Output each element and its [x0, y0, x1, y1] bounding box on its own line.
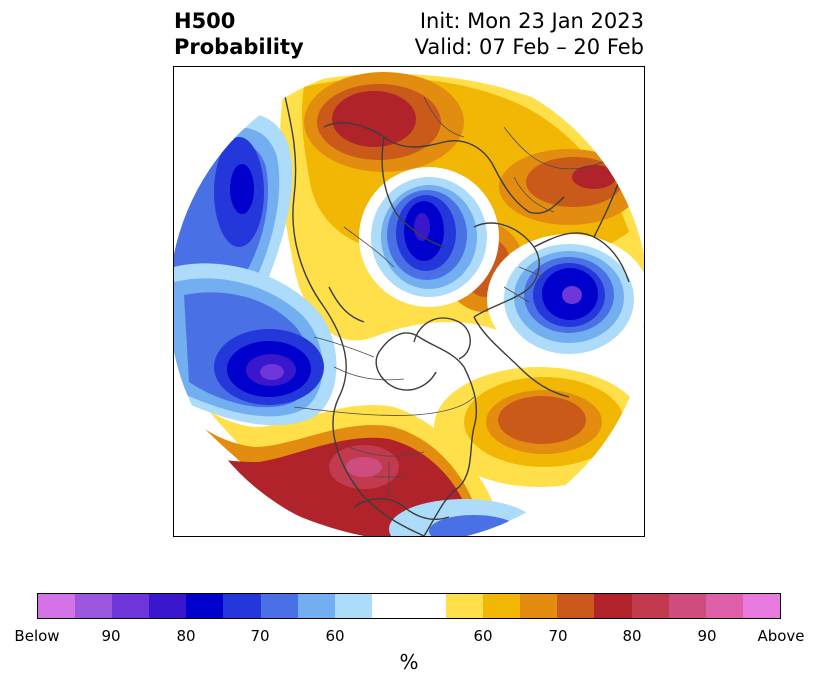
colorbar-above-segment	[520, 594, 558, 618]
map-title-left: H500 Probability	[174, 8, 304, 60]
colorbar-tick-label: 70	[250, 627, 270, 645]
eastern-pacific-below-anomaly	[174, 263, 337, 426]
colorbar-below-segment	[334, 594, 372, 618]
colorbar-tick-label: 60	[473, 627, 493, 645]
colorbar-below-segment	[260, 594, 298, 618]
colorbar-above-segment	[742, 594, 780, 618]
colorbar-below-segment	[297, 594, 335, 618]
siberia-above-anomaly	[304, 72, 464, 172]
colorbar-above-segment	[668, 594, 706, 618]
arctic-below-anomaly	[371, 177, 487, 297]
colorbar-below-segment	[75, 594, 113, 618]
colorbar	[37, 593, 781, 619]
colorbar-tick-label: 80	[176, 627, 196, 645]
europe-above-anomaly	[499, 149, 639, 225]
colorbar-neutral-segment	[371, 594, 447, 618]
atlantic-below-anomaly	[487, 234, 644, 364]
colorbar-tick-labels: Below 90 80 70 60 60 70 80 90 Above	[0, 627, 819, 647]
colorbar-tick-label: 90	[101, 627, 121, 645]
title-product: Probability	[174, 35, 304, 59]
borders	[293, 96, 615, 497]
map-title-right: Init: Mon 23 Jan 2023 Valid: 07 Feb – 20…	[415, 8, 644, 60]
colorbar-above-segment	[631, 594, 669, 618]
north-atlantic-above-anomaly	[434, 367, 644, 487]
colorbar-tick-label: Below	[14, 627, 60, 645]
colorbar-above-segment	[446, 594, 484, 618]
colorbar-below-segment	[112, 594, 150, 618]
colorbar-above-segment	[483, 594, 521, 618]
colorbar-below-segment	[186, 594, 224, 618]
colorbar-below-segment	[223, 594, 261, 618]
title-init-date: Init: Mon 23 Jan 2023	[419, 9, 644, 33]
colorbar-tick-label: 70	[548, 627, 568, 645]
caribbean-below-anomaly	[389, 499, 539, 536]
colorbar-tick-label: Above	[757, 627, 805, 645]
colorbar-above-segment	[705, 594, 743, 618]
colorbar-unit-label: %	[399, 650, 419, 674]
colorbar-above-segment	[594, 594, 632, 618]
colorbar-below-segment	[38, 594, 76, 618]
title-valid-range: Valid: 07 Feb – 20 Feb	[414, 35, 644, 59]
usa-above-anomaly	[174, 367, 504, 536]
title-variable: H500	[174, 9, 236, 33]
colorbar-tick-label: 80	[622, 627, 642, 645]
colorbar-above-segment	[557, 594, 595, 618]
colorbar-tick-label: 90	[697, 627, 717, 645]
colorbar-below-segment	[149, 594, 187, 618]
colorbar-tick-label: 60	[325, 627, 345, 645]
map-panel	[173, 66, 645, 537]
probability-map	[174, 67, 644, 536]
